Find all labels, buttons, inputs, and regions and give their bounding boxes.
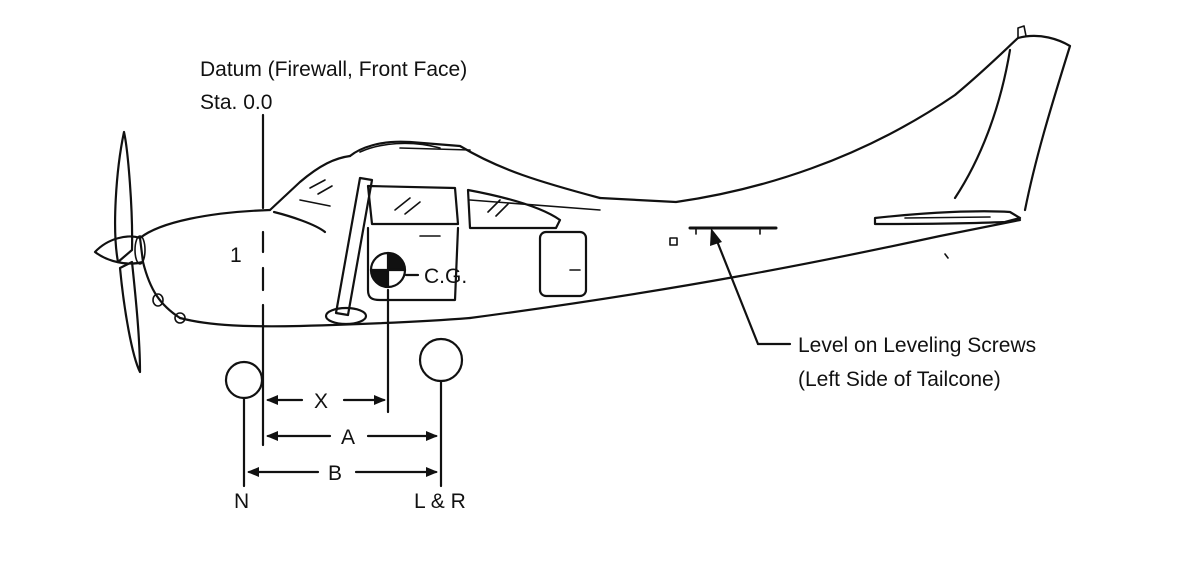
prop-hub [134, 235, 146, 265]
cowling-top [138, 208, 272, 240]
cowl-inlet [152, 293, 164, 307]
windshield-glare [309, 179, 333, 195]
fuselage-stringer [469, 199, 601, 211]
dimension-a-label: A [341, 426, 355, 449]
tail-top [598, 36, 1020, 204]
window-glare-1 [394, 197, 421, 215]
roof-window [399, 147, 471, 151]
cabin-roof-detail [359, 142, 441, 153]
windshield-hatch [299, 199, 331, 207]
level-sublabel: (Left Side of Tailcone) [798, 368, 1001, 391]
propeller [93, 130, 146, 374]
cabin-bottom [178, 316, 472, 328]
fin-beacon [1017, 25, 1027, 39]
static-port [669, 237, 678, 246]
vertical-fin-leading [953, 48, 1012, 200]
level-label: Level on Leveling Screws [798, 334, 1036, 357]
strut-fairing [324, 306, 368, 326]
level-leader-arrowhead [710, 228, 722, 246]
rear-window [466, 188, 562, 230]
front-window [366, 184, 460, 226]
main-wheel [418, 337, 464, 383]
cg-symbol [369, 251, 407, 289]
spinner [93, 235, 145, 265]
baggage-door [538, 230, 588, 298]
cowling-bottom [141, 260, 182, 320]
windshield [268, 154, 352, 212]
vertical-fin-front [1016, 34, 1072, 212]
windshield-base [272, 210, 327, 234]
wing-strut [334, 176, 374, 317]
datum-label: Datum (Firewall, Front Face) [200, 58, 467, 81]
fuselage: 1 [138, 25, 1072, 328]
datum-station-label: Sta. 0.0 [200, 91, 272, 114]
stabilizer-detail [904, 216, 991, 219]
horizontal-stabilizer [873, 210, 1022, 226]
propeller-blade-lower [118, 260, 142, 374]
nose-strut-detail [174, 312, 186, 324]
dimension-a [266, 431, 438, 441]
cabin-roof [348, 140, 602, 200]
tail-tiedown [944, 253, 949, 259]
dimension-b [247, 467, 438, 477]
main-wheel-label: L & R [414, 490, 466, 513]
dimension-x [266, 395, 386, 405]
tailcone-bottom [468, 218, 1022, 320]
dimension-b-label: B [328, 462, 342, 485]
nose-wheel [224, 360, 264, 400]
nose-wheel-label: N [234, 490, 249, 513]
cg-label: C.G. [424, 265, 467, 288]
cowl-mark: 1 [230, 244, 242, 267]
propeller-blade-upper [114, 130, 134, 264]
level-leader-line [713, 234, 760, 346]
cabin-door [366, 226, 460, 302]
dimension-x-label: X [314, 390, 328, 413]
